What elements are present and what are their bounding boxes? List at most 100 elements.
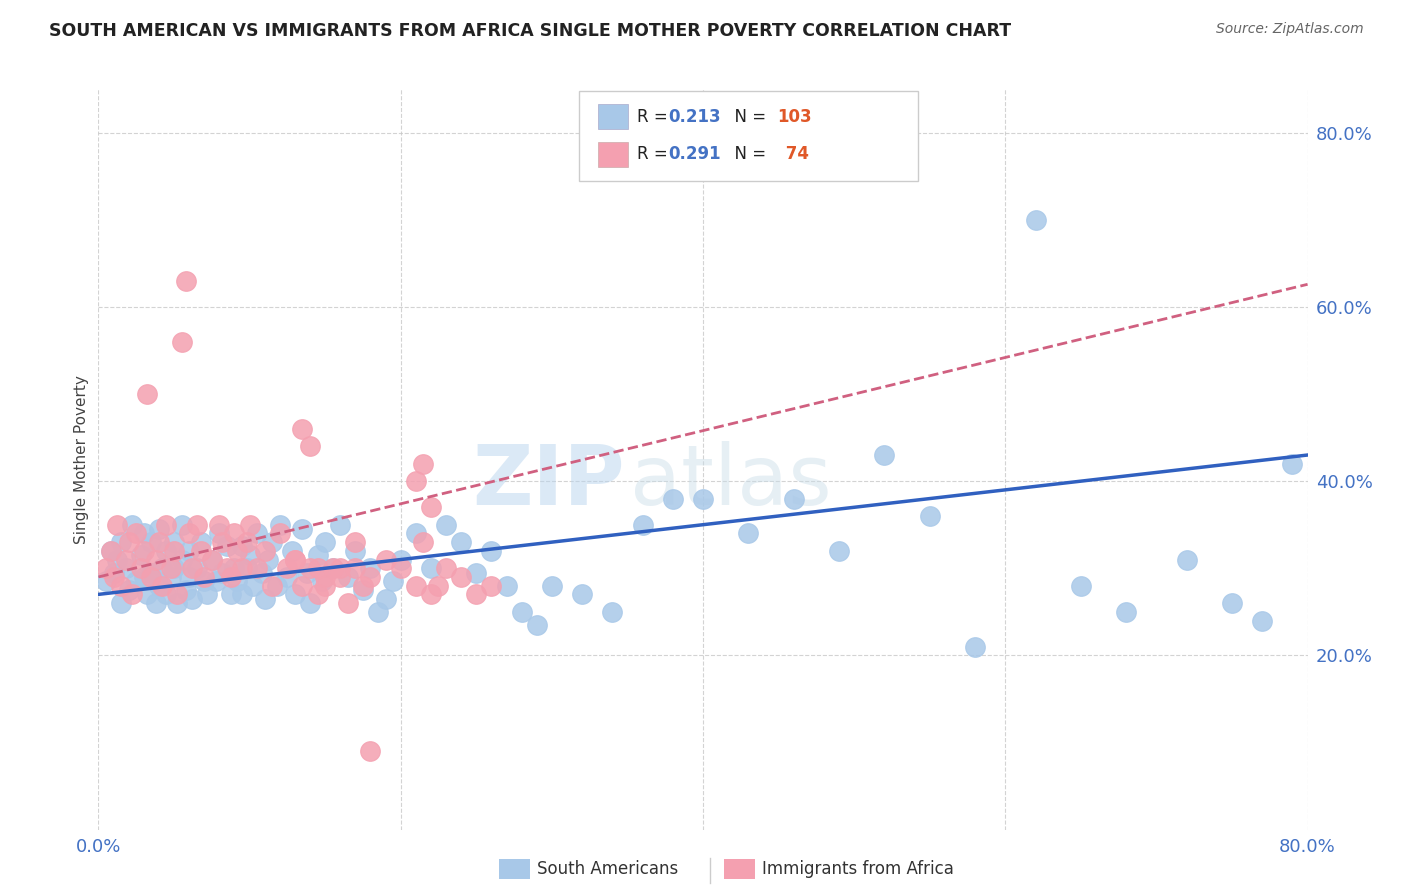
Point [311,574,333,589]
Text: N =: N = [724,145,772,163]
Point [540,579,562,593]
Point [250,566,273,580]
Point [262,579,284,593]
Point [163,544,186,558]
Point [412,535,434,549]
Point [299,596,322,610]
Point [224,561,246,575]
Point [129,548,152,562]
Point [360,561,382,575]
Point [307,587,329,601]
Point [284,552,307,566]
Point [166,596,188,610]
Point [246,526,269,541]
Point [631,517,654,532]
Y-axis label: Single Mother Poverty: Single Mother Poverty [75,375,89,544]
Point [118,535,141,549]
Point [336,570,359,584]
Point [510,605,533,619]
Point [94,574,117,589]
Point [284,552,307,566]
Point [181,591,204,606]
Text: SOUTH AMERICAN VS IMMIGRANTS FROM AFRICA SINGLE MOTHER POVERTY CORRELATION CHART: SOUTH AMERICAN VS IMMIGRANTS FROM AFRICA… [49,22,1011,40]
Point [148,579,170,593]
Point [1281,457,1303,471]
Point [262,535,284,549]
Point [276,561,298,575]
Point [179,570,201,584]
Point [118,582,141,597]
Point [450,570,472,584]
Point [1024,212,1046,227]
Point [205,574,228,589]
Point [141,535,163,549]
Point [145,596,167,610]
Point [179,526,201,541]
Text: 103: 103 [778,108,813,126]
Text: Source: ZipAtlas.com: Source: ZipAtlas.com [1216,22,1364,37]
Point [374,552,396,566]
Point [208,517,231,532]
Text: R =: R = [637,108,673,126]
Point [145,552,167,566]
Point [135,387,157,401]
Point [193,574,215,589]
Point [135,587,157,601]
Point [412,457,434,471]
Point [256,552,278,566]
Point [179,544,201,558]
Point [526,618,548,632]
Point [160,570,183,584]
Point [246,561,269,575]
Point [100,544,122,558]
Point [170,552,193,566]
Point [163,535,186,549]
Point [299,439,322,453]
Text: 0.291: 0.291 [668,145,720,163]
Point [481,579,503,593]
Point [434,561,457,575]
Text: R =: R = [637,145,673,163]
Point [602,605,624,619]
Point [105,517,128,532]
Point [291,579,314,593]
Point [211,535,233,549]
Point [114,552,136,566]
Point [125,526,148,541]
Point [132,526,155,541]
Point [336,596,359,610]
Point [221,587,243,601]
Point [103,570,125,584]
Point [215,540,238,554]
Point [105,552,128,566]
Point [1070,579,1092,593]
Point [420,587,443,601]
Point [155,587,177,601]
Point [405,579,427,593]
Point [155,544,177,558]
Text: 74: 74 [780,145,810,163]
Point [226,574,249,589]
Point [201,552,224,566]
Point [1175,552,1198,566]
Point [231,561,253,575]
Point [1251,614,1274,628]
Point [155,517,177,532]
Point [242,579,264,593]
Point [965,640,987,654]
Point [121,587,143,601]
Point [132,570,155,584]
Point [329,561,352,575]
Point [314,535,336,549]
Point [269,526,291,541]
Point [174,274,197,288]
Point [405,526,427,541]
Point [166,587,188,601]
Point [329,570,352,584]
Text: South Americans: South Americans [537,860,678,878]
Point [174,582,197,597]
Point [360,744,382,758]
Point [226,544,249,558]
Point [314,570,336,584]
Point [121,517,143,532]
